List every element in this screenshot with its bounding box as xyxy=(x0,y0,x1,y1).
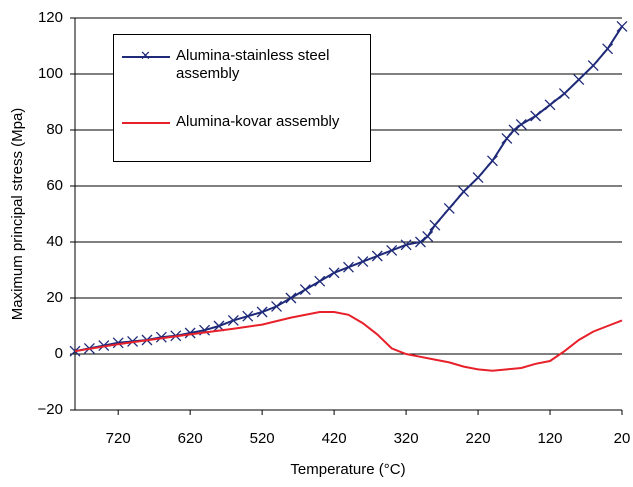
y-tick-label: 60 xyxy=(46,177,63,194)
marker xyxy=(112,337,124,349)
marker xyxy=(415,236,426,248)
marker xyxy=(227,314,239,326)
x-tick-label: 20 xyxy=(614,430,631,447)
y-tick-label: 0 xyxy=(55,345,63,362)
marker xyxy=(458,186,470,198)
legend-label: Alumina-stainless steel assembly xyxy=(176,47,330,82)
marker xyxy=(508,124,520,136)
series-line xyxy=(74,311,623,372)
marker xyxy=(472,172,484,184)
marker xyxy=(429,219,441,231)
y-tick-label: −20 xyxy=(38,401,63,418)
y-tick-label: 100 xyxy=(38,65,63,82)
marker xyxy=(314,275,326,287)
marker xyxy=(573,74,585,86)
legend-marker: ✕ xyxy=(140,48,151,63)
legend-label: Alumina-kovar assembly xyxy=(176,113,340,130)
marker xyxy=(155,331,167,343)
marker xyxy=(530,110,542,122)
legend-swatch xyxy=(122,56,170,58)
marker xyxy=(271,300,282,312)
x-tick-label: 620 xyxy=(178,430,203,447)
x-tick-label: 520 xyxy=(250,430,275,447)
marker xyxy=(501,132,513,144)
y-tick-label: 120 xyxy=(38,9,63,26)
x-tick-label: 720 xyxy=(106,430,131,447)
marker xyxy=(558,88,570,100)
legend-swatch xyxy=(122,122,170,124)
y-axis-label: Maximum principal stress (Mpa) xyxy=(9,108,26,321)
y-tick-label: 40 xyxy=(46,233,63,250)
marker xyxy=(328,267,340,279)
marker xyxy=(386,244,398,256)
x-tick-label: 320 xyxy=(394,430,419,447)
marker xyxy=(184,327,196,339)
x-tick-label: 220 xyxy=(466,430,491,447)
x-tick-label: 420 xyxy=(322,430,347,447)
marker xyxy=(256,306,268,318)
y-tick-label: 80 xyxy=(46,121,63,138)
marker xyxy=(400,239,412,251)
marker xyxy=(371,250,383,262)
marker xyxy=(515,118,527,130)
marker xyxy=(602,43,614,55)
marker xyxy=(422,230,434,242)
y-tick-label: 20 xyxy=(46,289,63,306)
x-tick-label: 120 xyxy=(538,430,563,447)
marker xyxy=(587,60,599,72)
marker xyxy=(285,292,297,304)
marker xyxy=(242,310,254,322)
marker xyxy=(443,202,455,214)
marker xyxy=(343,261,354,273)
marker xyxy=(544,99,556,111)
x-axis-label: Temperature (°C) xyxy=(290,461,405,478)
marker xyxy=(616,20,628,32)
marker xyxy=(299,284,311,296)
legend: ✕ Alumina-stainless steel assembly Alumina… xyxy=(113,34,371,162)
marker xyxy=(357,256,369,268)
marker xyxy=(486,155,498,167)
